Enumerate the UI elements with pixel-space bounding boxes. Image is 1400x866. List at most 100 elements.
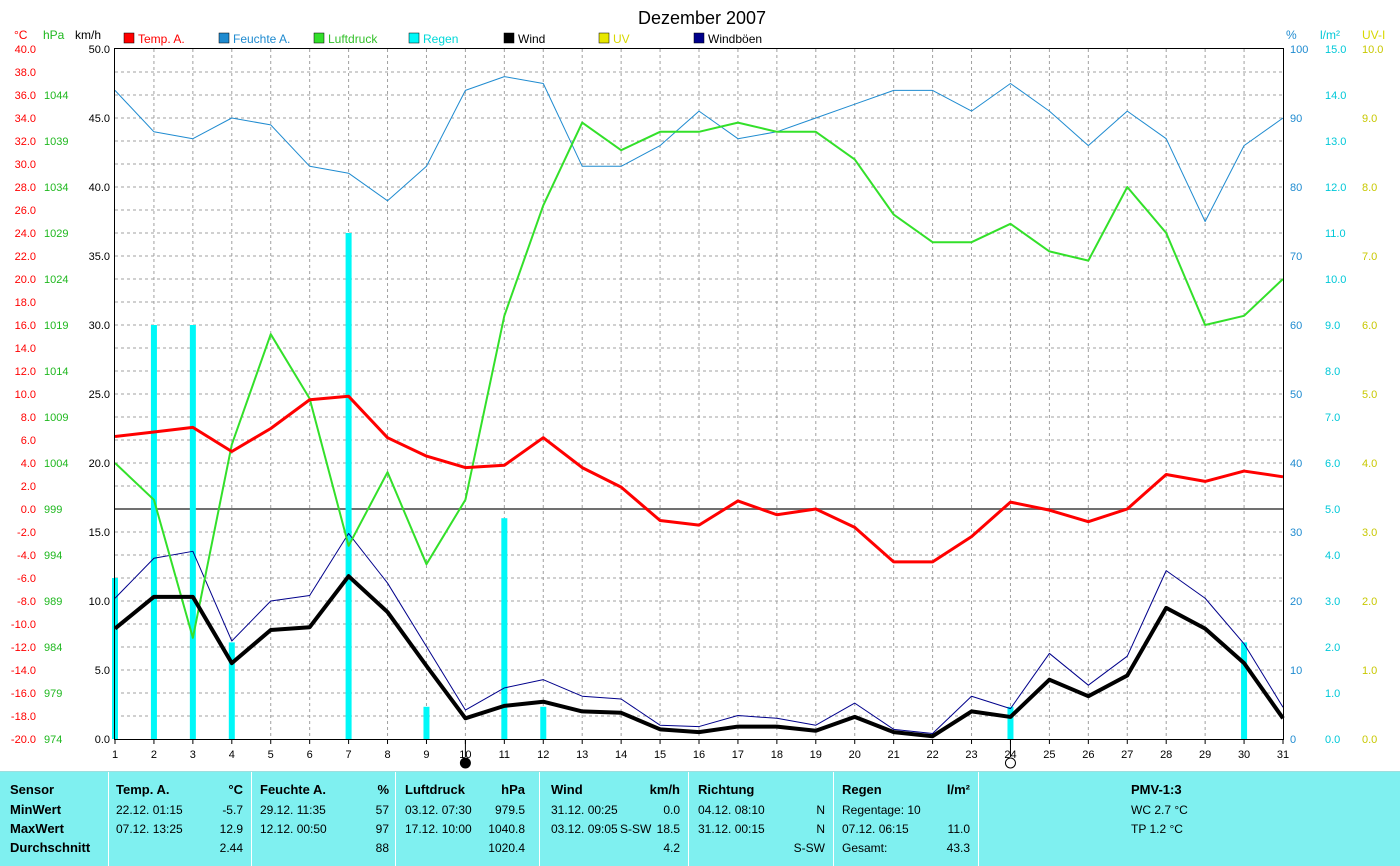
wind-max-time: 03.12. 09:05 — [551, 822, 618, 836]
legend-label: Feuchte A. — [233, 32, 290, 46]
legend-swatch — [123, 32, 135, 44]
temp-tick-label: -20.0 — [11, 734, 36, 746]
pressure-axis-unit: hPa — [43, 28, 65, 42]
temp-tick-label: 0.0 — [21, 504, 36, 516]
uv-tick-label: 6.0 — [1362, 320, 1377, 332]
x-tick-label: 11 — [499, 749, 510, 761]
humidity-tick-label: 60 — [1290, 320, 1302, 332]
humidity-tick-label: 70 — [1290, 251, 1302, 263]
direction-first-time: 04.12. 08:10 — [698, 803, 765, 817]
pressure-max-value: 1040.8 — [488, 822, 525, 836]
chart-legend: Temp. A. Feuchte A. Luftdruck Regen Wind UV Wi… — [123, 32, 762, 46]
temp-column: Temp. A. °C 22.12. 01:15 -5.7 07.12. 13:… — [109, 772, 252, 866]
x-tick-label: 6 — [307, 749, 313, 761]
x-tick-label: 13 — [576, 749, 588, 761]
temp-tick-label: 4.0 — [21, 458, 36, 470]
legend-label: Temp. A. — [138, 32, 185, 46]
pmv-windchill: WC 2.7 °C — [1131, 803, 1188, 817]
rain-tick-label: 10.0 — [1325, 274, 1346, 286]
wind-tick-label: 10.0 — [89, 596, 110, 608]
wind-tick-label: 5.0 — [95, 665, 110, 677]
temp-tick-label: 22.0 — [15, 251, 36, 263]
humidity-max-value: 97 — [375, 822, 389, 836]
full-moon-icon — [1004, 757, 1016, 769]
rain-tick-label: 12.0 — [1325, 182, 1346, 194]
uv-tick-label: 2.0 — [1362, 596, 1377, 608]
sensor-column: Sensor MinWert MaxWert Durchschnitt — [0, 772, 109, 866]
pressure-tick-label: 1024 — [44, 274, 68, 286]
humidity-tick-label: 100 — [1290, 44, 1308, 56]
temp-min-value: -5.7 — [222, 803, 243, 817]
temp-tick-label: 18.0 — [15, 297, 36, 309]
uv-tick-label: 1.0 — [1362, 665, 1377, 677]
legend-swatch — [408, 32, 420, 44]
wind-tick-label: 45.0 — [89, 113, 110, 125]
temp-tick-label: 40.0 — [15, 44, 36, 56]
temp-tick-label: -10.0 — [11, 619, 36, 631]
pressure-header: Luftdruck — [405, 782, 465, 797]
x-tick-label: 19 — [810, 749, 822, 761]
humidity-max-time: 12.12. 00:50 — [260, 822, 327, 836]
x-tick-label: 3 — [190, 749, 196, 761]
x-tick-label: 20 — [849, 749, 861, 761]
rain-bar — [345, 233, 352, 739]
x-tick-label: 27 — [1121, 749, 1133, 761]
wind-header: Wind — [551, 782, 583, 797]
pressure-tick-label: 999 — [44, 504, 62, 516]
temp-tick-label: -12.0 — [11, 642, 36, 654]
rain-tick-label: 2.0 — [1325, 642, 1340, 654]
wind-axis-unit: km/h — [75, 28, 101, 42]
rain-max-time: 07.12. 06:15 — [842, 822, 909, 836]
uv-tick-label: 9.0 — [1362, 113, 1377, 125]
temp-tick-label: 6.0 — [21, 435, 36, 447]
temp-tick-label: 38.0 — [15, 67, 36, 79]
x-tick-label: 26 — [1082, 749, 1094, 761]
x-tick-label: 30 — [1238, 749, 1250, 761]
rain-bar — [228, 642, 235, 739]
temp-tick-label: -14.0 — [11, 665, 36, 677]
x-tick-label: 18 — [771, 749, 783, 761]
rain-header: Regen — [842, 782, 882, 797]
wind-min-value: 0.0 — [663, 803, 680, 817]
rain-bar — [1007, 706, 1014, 739]
x-tick-label: 15 — [654, 749, 666, 761]
pressure-tick-label: 1009 — [44, 412, 68, 424]
rain-tick-label: 3.0 — [1325, 596, 1340, 608]
temp-header: Temp. A. — [116, 782, 170, 797]
direction-last-time: 31.12. 00:15 — [698, 822, 765, 836]
humidity-min-value: 57 — [375, 803, 389, 817]
x-tick-label: 29 — [1199, 749, 1211, 761]
axis-ticks: 40.038.036.034.032.030.028.026.024.022.0… — [11, 44, 1384, 761]
x-tick-label: 28 — [1160, 749, 1172, 761]
x-tick-label: 7 — [346, 749, 352, 761]
rain-max-value: 11.0 — [947, 822, 970, 836]
wind-tick-label: 35.0 — [89, 251, 110, 263]
rain-total-value: 43.3 — [946, 841, 970, 855]
temp-tick-label: 8.0 — [21, 412, 36, 424]
temp-tick-label: 28.0 — [15, 182, 36, 194]
rain-tick-label: 14.0 — [1325, 90, 1346, 102]
humidity-tick-label: 80 — [1290, 182, 1302, 194]
humidity-tick-label: 10 — [1290, 665, 1302, 677]
pressure-tick-label: 1044 — [44, 90, 68, 102]
temp-tick-label: -8.0 — [17, 596, 36, 608]
wind-column: Wind km/h 31.12. 00:25 0.0 03.12. 09:05 … — [540, 772, 689, 866]
rain-column: Regen l/m² Regentage: 10 07.12. 06:15 11… — [834, 772, 979, 866]
rain-bar — [501, 518, 508, 739]
temp-tick-label: 24.0 — [15, 228, 36, 240]
humidity-min-time: 29.12. 11:35 — [260, 803, 326, 817]
legend-label: Luftdruck — [328, 32, 378, 46]
rain-tick-label: 6.0 — [1325, 458, 1340, 470]
temp-max-time: 07.12. 13:25 — [116, 822, 183, 836]
uv-tick-label: 7.0 — [1362, 251, 1377, 263]
rain-bar — [150, 325, 157, 739]
pressure-tick-label: 989 — [44, 596, 62, 608]
x-tick-label: 17 — [732, 749, 744, 761]
x-tick-label: 12 — [537, 749, 549, 761]
temp-tick-label: 16.0 — [15, 320, 36, 332]
humidity-tick-label: 90 — [1290, 113, 1302, 125]
pressure-tick-label: 1029 — [44, 228, 68, 240]
legend-label: Wind — [518, 32, 545, 46]
legend-swatch — [218, 32, 230, 44]
temp-tick-label: 20.0 — [15, 274, 36, 286]
